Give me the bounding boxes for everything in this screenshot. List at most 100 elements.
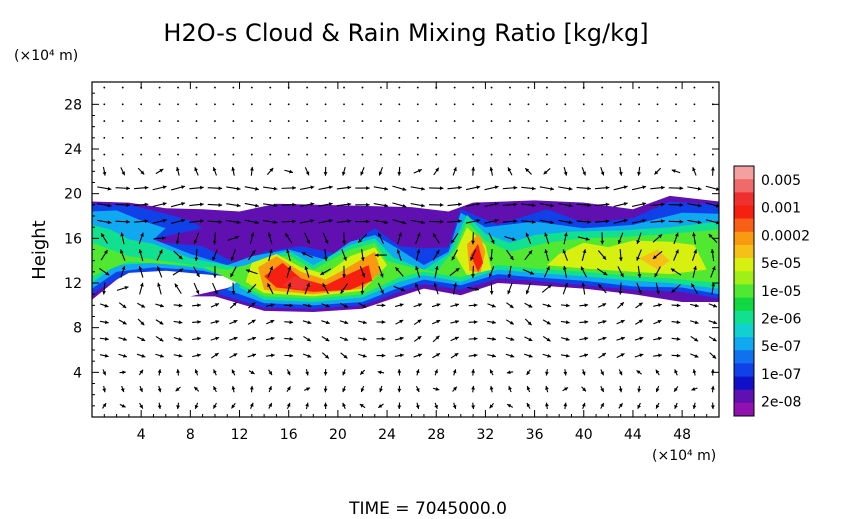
wind-vector-point <box>416 153 419 156</box>
wind-vector-head <box>434 369 438 374</box>
wind-vector-head <box>218 203 223 207</box>
wind-vector-head <box>507 273 512 278</box>
y-tick-label: 12 <box>64 276 82 292</box>
wind-vector-head <box>691 387 696 391</box>
wind-vector-head <box>196 353 201 358</box>
wind-vector-head <box>582 171 586 176</box>
wind-vector-head <box>139 404 143 409</box>
wind-vector-head <box>691 283 695 288</box>
wind-vector-head <box>531 220 536 224</box>
wind-vector-head <box>584 336 589 341</box>
wind-vector-head <box>104 320 109 325</box>
wind-vector-point <box>509 86 511 89</box>
wind-vector-head <box>671 288 676 293</box>
colorbar-swatch <box>734 244 754 259</box>
wind-vector-head <box>658 353 662 358</box>
wind-vector-head <box>494 218 499 223</box>
wind-vector-head <box>710 369 715 373</box>
wind-vector-head <box>267 232 272 237</box>
wind-vector-head <box>661 185 665 190</box>
wind-vector-point <box>269 103 272 106</box>
wind-vector-head <box>617 239 622 244</box>
wind-vector-point <box>435 136 438 139</box>
wind-vector-head <box>236 220 241 225</box>
wind-vector-head <box>144 202 149 207</box>
wind-vector-head <box>658 234 663 239</box>
wind-vector-point <box>250 120 253 122</box>
wind-vector-point <box>656 86 659 89</box>
wind-vector-head <box>255 186 259 191</box>
wind-vector-point <box>582 136 585 139</box>
wind-vector-head <box>140 321 145 326</box>
wind-vector-head <box>471 166 476 171</box>
wind-vector-point <box>693 120 696 122</box>
wind-vector-head <box>692 167 696 172</box>
wind-vector-head <box>587 203 591 208</box>
wind-vector-head <box>471 274 475 278</box>
wind-vector-head <box>489 290 494 295</box>
wind-vector-head <box>676 320 681 325</box>
wind-vector-head <box>473 320 478 324</box>
wind-vector-head <box>489 257 494 262</box>
wind-vector-head <box>343 256 347 261</box>
wind-vector-point <box>693 86 696 89</box>
wind-vector-head <box>598 284 602 289</box>
wind-vector-head <box>581 371 586 376</box>
wind-vector-head <box>489 167 494 171</box>
x-tick-label: 44 <box>624 427 642 443</box>
wind-vector-head <box>139 388 143 393</box>
wind-vector-head <box>471 405 475 410</box>
wind-vector-head <box>379 273 384 278</box>
wind-vector-head <box>637 171 641 176</box>
wind-vector-head <box>713 320 718 325</box>
wind-vector-head <box>528 304 533 308</box>
wind-vector-head <box>710 249 715 253</box>
wind-vector-point <box>509 153 511 156</box>
wind-vector-head <box>397 369 402 373</box>
wind-vector-point <box>398 103 401 106</box>
wind-vector-point <box>269 153 272 156</box>
wind-vector-point <box>177 153 179 156</box>
wind-vector-head <box>233 336 238 341</box>
wind-vector-head <box>251 302 256 307</box>
wind-vector-head <box>546 337 551 342</box>
cloud-region <box>639 249 670 270</box>
wind-vector-point <box>361 136 364 139</box>
colorbar-swatch <box>734 363 754 377</box>
wind-vector-head <box>397 405 402 410</box>
wind-vector-head <box>213 404 217 409</box>
wind-vector-head <box>320 271 325 275</box>
wind-vector-head <box>642 185 647 190</box>
wind-vector-head <box>126 219 130 224</box>
wind-vector-head <box>215 320 220 324</box>
wind-vector-head <box>267 283 271 288</box>
wind-vector-head <box>618 290 623 295</box>
wind-vector-head <box>124 286 129 290</box>
wind-vector-head <box>415 283 419 288</box>
x-tick-label: 32 <box>476 427 494 443</box>
wind-vector-head <box>377 370 382 375</box>
y-tick-label: 28 <box>64 97 82 113</box>
x-tick-label: 28 <box>427 427 445 443</box>
wind-vector-point <box>545 120 548 122</box>
wind-vector-head <box>305 171 310 176</box>
wind-vector-point <box>472 103 475 106</box>
wind-vector-point <box>435 120 438 122</box>
wind-vector-head <box>510 337 515 341</box>
wind-vector-head <box>417 353 422 358</box>
wind-vector-head <box>708 233 713 238</box>
wind-vector-head <box>304 266 309 271</box>
wind-vector-head <box>679 219 684 224</box>
wind-vector-head <box>140 232 144 237</box>
wind-vector-head <box>104 250 108 255</box>
wind-vector-point <box>416 120 419 122</box>
wind-vector-head <box>711 282 716 287</box>
wind-vector-head <box>642 202 647 206</box>
wind-vector-head <box>605 202 610 207</box>
colorbar: 0.005 0.001 0.0002 5e-05 1e-05 2e-06 5e-07 1e-0… <box>733 165 810 417</box>
wind-vector-head <box>273 203 278 208</box>
wind-vector-head <box>562 249 567 254</box>
wind-vector-head <box>529 271 534 275</box>
wind-vector-point <box>250 103 253 106</box>
wind-vector-head <box>506 370 511 375</box>
